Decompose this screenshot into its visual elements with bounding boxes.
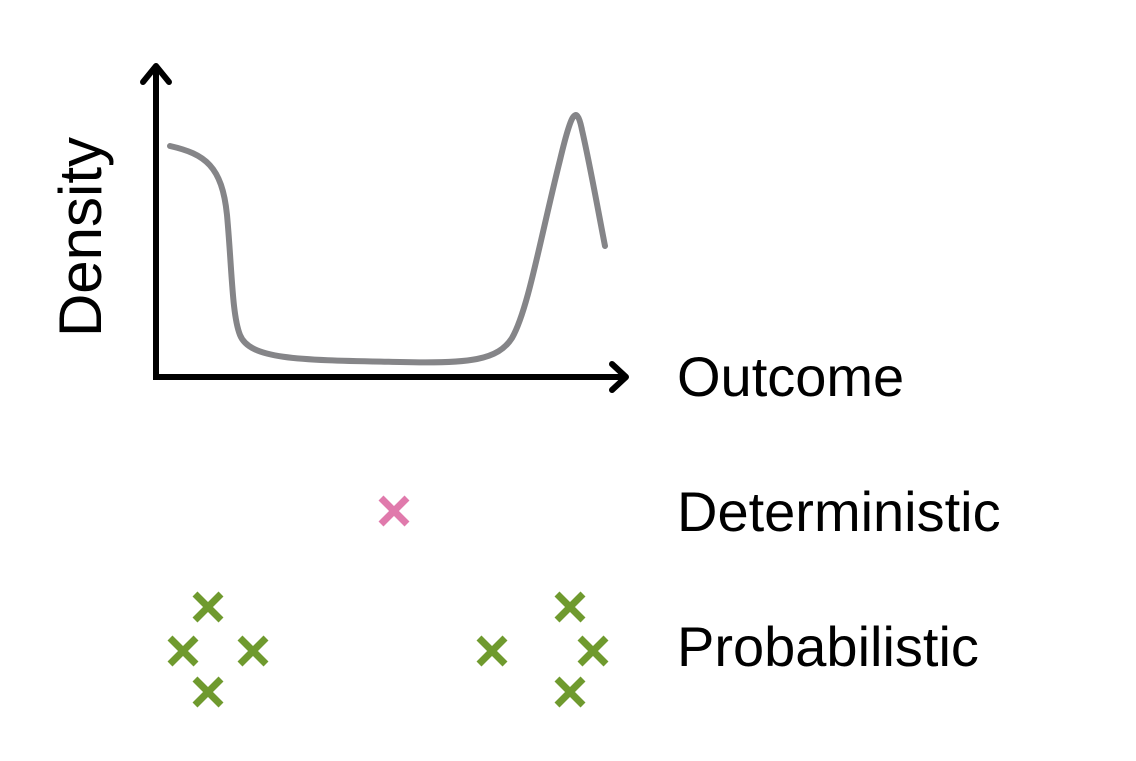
- y-axis-arrowhead-icon: [140, 63, 172, 85]
- cross-icon: [167, 635, 199, 667]
- cross-icon: [237, 635, 269, 667]
- y-axis: [140, 63, 172, 380]
- x-axis: [153, 361, 629, 393]
- deterministic-label: Deterministic: [677, 480, 1001, 543]
- deterministic-markers: [378, 495, 410, 527]
- cross-icon: [378, 495, 410, 527]
- probabilistic-markers: [167, 591, 609, 708]
- x-axis-label: Outcome: [677, 345, 904, 408]
- density-curve: [167, 112, 608, 366]
- cross-icon: [577, 635, 609, 667]
- cross-icon: [554, 676, 586, 708]
- y-axis-label: Density: [47, 137, 114, 337]
- cross-icon: [476, 635, 508, 667]
- probabilistic-label: Probabilistic: [677, 615, 979, 678]
- cross-icon: [192, 676, 224, 708]
- cross-icon: [554, 591, 586, 623]
- cross-icon: [192, 591, 224, 623]
- x-axis-arrowhead-icon: [609, 361, 629, 393]
